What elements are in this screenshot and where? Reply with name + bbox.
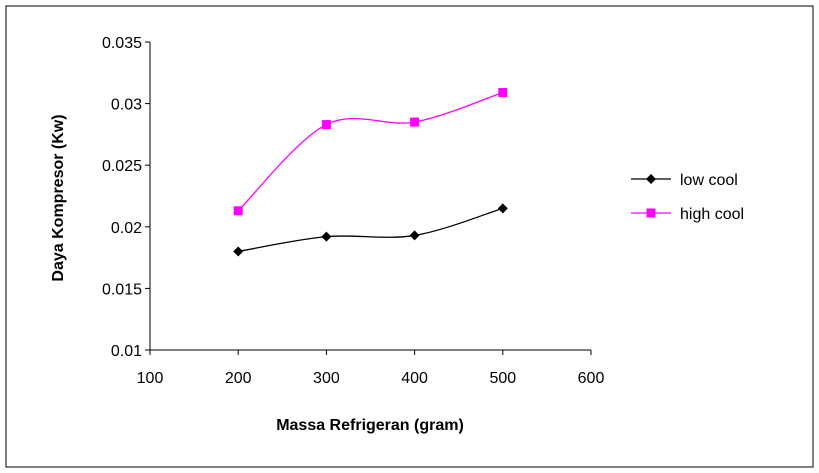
legend-label-high-cool: high cool xyxy=(680,206,744,223)
y-tick-label: 0.01 xyxy=(111,343,142,360)
x-tick-label: 500 xyxy=(489,370,516,387)
data-point-high-cool xyxy=(321,120,331,130)
y-tick-label: 0.025 xyxy=(102,158,142,175)
legend-label-low-cool: low cool xyxy=(680,172,738,189)
series-line-high-cool xyxy=(237,91,504,212)
data-point-low-cool xyxy=(233,246,244,257)
series-lines xyxy=(237,91,504,253)
legend-square-marker xyxy=(646,208,656,218)
x-axis-title: Massa Refrigeran (gram) xyxy=(276,417,464,434)
legend: low cool high cool xyxy=(631,172,744,223)
axes: 0.01 0.015 0.02 0.025 0.03 0.035 100 200 300 400 5… xyxy=(102,35,604,387)
data-point-low-cool xyxy=(409,230,420,241)
legend-diamond-marker xyxy=(646,174,656,184)
x-tick-label: 200 xyxy=(225,370,252,387)
x-tick-label: 600 xyxy=(578,370,605,387)
data-point-high-cool xyxy=(498,88,508,98)
legend-item-high-cool: high cool xyxy=(631,206,744,223)
y-tick-label: 0.02 xyxy=(111,220,142,237)
y-tick-label: 0.03 xyxy=(111,97,142,114)
y-tick-label: 0.015 xyxy=(102,281,142,298)
data-point-low-cool xyxy=(497,203,508,214)
data-point-high-cool xyxy=(233,206,243,216)
data-point-high-cool xyxy=(410,117,420,127)
x-tick-label: 300 xyxy=(313,370,340,387)
legend-item-low-cool: low cool xyxy=(631,172,738,189)
series-line-low-cool xyxy=(238,207,503,253)
series-markers xyxy=(233,88,508,257)
data-point-low-cool xyxy=(321,231,332,242)
y-axis-title: Daya Kompresor (Kw) xyxy=(50,114,67,281)
y-tick-label: 0.035 xyxy=(102,35,142,52)
x-tick-label: 100 xyxy=(137,370,164,387)
x-tick-label: 400 xyxy=(401,370,428,387)
